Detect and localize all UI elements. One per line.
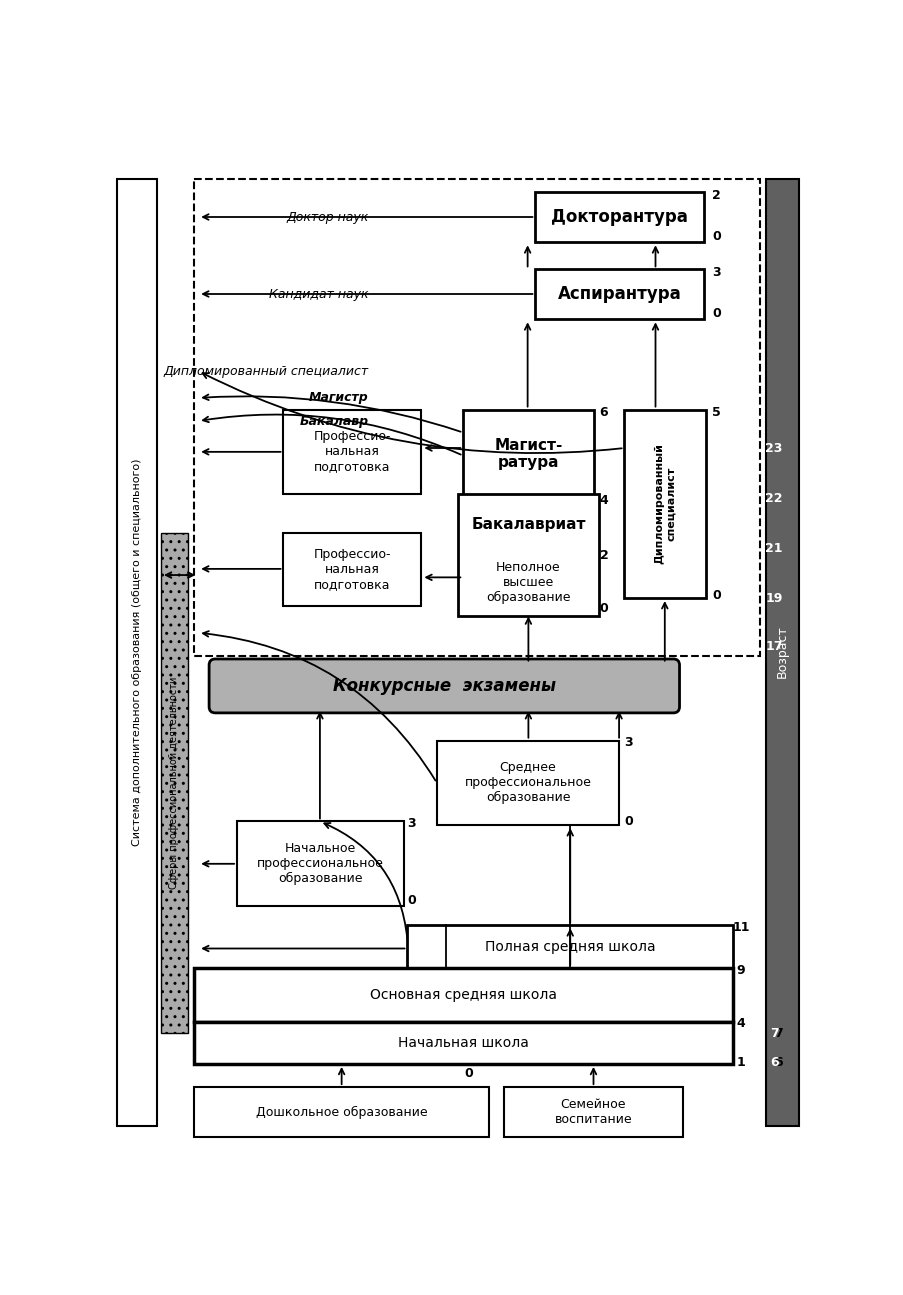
Text: Бакалавриат: Бакалавриат [470,518,585,532]
Text: 22: 22 [765,492,782,505]
Text: Дошкольное образование: Дошкольное образование [256,1106,427,1119]
Bar [194,1087,489,1137]
Text: Начальное
профессиональное
образование: Начальное профессиональное образование [256,842,384,886]
Bar [284,532,421,606]
Bar [194,179,759,655]
Text: Аспирантура: Аспирантура [557,285,681,303]
Text: 9: 9 [736,963,745,976]
Bar [407,926,732,967]
Text: 11: 11 [732,921,749,934]
Bar [436,741,619,825]
Text: Доктор наук: Доктор наук [286,211,368,224]
Text: Бакалавр: Бакалавр [299,414,368,427]
Bar [161,532,188,1033]
Text: 3: 3 [624,737,632,750]
Text: 0: 0 [712,307,720,320]
Text: 0: 0 [712,229,720,242]
Bar [766,179,798,1125]
Bar [504,1087,682,1137]
Text: 4: 4 [736,1018,745,1031]
Text: Конкурсные  экзамены: Конкурсные экзамены [332,677,555,695]
Text: 0: 0 [712,589,720,602]
Text: Магист-
ратура: Магист- ратура [494,438,562,470]
Text: 5: 5 [712,407,720,420]
Bar [284,409,421,495]
Text: Среднее
профессиональное
образование: Среднее профессиональное образование [464,761,591,804]
Text: 0: 0 [599,602,608,615]
Text: Дипломированный специалист: Дипломированный специалист [163,364,368,378]
Text: Основная средняя школа: Основная средняя школа [369,988,556,1002]
Text: 7: 7 [768,1027,777,1040]
Text: 6: 6 [599,407,608,420]
Text: 17: 17 [765,640,782,653]
Text: Начальная школа: Начальная школа [398,1036,528,1050]
Bar [116,179,157,1125]
Bar [535,269,703,320]
Text: Докторантура: Докторантура [551,208,687,227]
Bar [463,409,593,499]
FancyBboxPatch shape [209,659,679,712]
Text: 0: 0 [463,1067,472,1080]
Text: 7: 7 [773,1027,782,1040]
Text: 21: 21 [765,541,782,554]
Text: 3: 3 [712,265,720,278]
Text: Сферы профессиональной деятельности: Сферы профессиональной деятельности [169,677,179,890]
Text: 23: 23 [765,442,782,455]
Text: 2: 2 [712,189,720,202]
Text: 6: 6 [773,1055,782,1068]
Text: Возраст: Возраст [776,625,788,679]
Bar [624,409,705,598]
Text: Магистр: Магистр [309,391,368,404]
Text: 3: 3 [407,817,415,830]
Text: Система дополнительного образования (общего и специального): Система дополнительного образования (общ… [132,458,142,846]
Text: Профессио-
нальная
подготовка: Профессио- нальная подготовка [313,548,391,591]
Text: 19: 19 [765,592,782,605]
Bar [463,552,593,614]
Bar [237,821,403,906]
Text: Семейное
воспитание: Семейное воспитание [554,1098,631,1127]
Text: Профессио-
нальная
подготовка: Профессио- нальная подготовка [313,430,391,474]
Text: 6: 6 [769,1055,777,1068]
Text: 2: 2 [599,549,608,562]
Text: 0: 0 [407,895,415,908]
Bar [457,495,599,616]
Text: 4: 4 [599,493,608,506]
Text: Дипломированный
специалист: Дипломированный специалист [654,443,675,565]
Bar [463,499,593,552]
Text: Кандидат наук: Кандидат наук [269,287,368,300]
Text: 0: 0 [624,815,632,828]
Bar [194,967,732,1022]
Bar [535,193,703,242]
Text: Неполное
высшее
образование: Неполное высшее образование [486,561,570,605]
Bar [194,1022,732,1064]
Text: 1: 1 [736,1055,745,1068]
Text: Полная средняя школа: Полная средняя школа [484,940,655,953]
